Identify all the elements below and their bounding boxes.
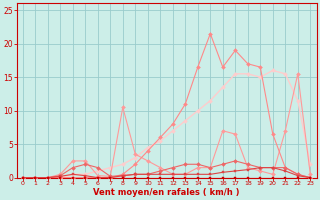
X-axis label: Vent moyen/en rafales ( km/h ): Vent moyen/en rafales ( km/h ) [93, 188, 240, 197]
